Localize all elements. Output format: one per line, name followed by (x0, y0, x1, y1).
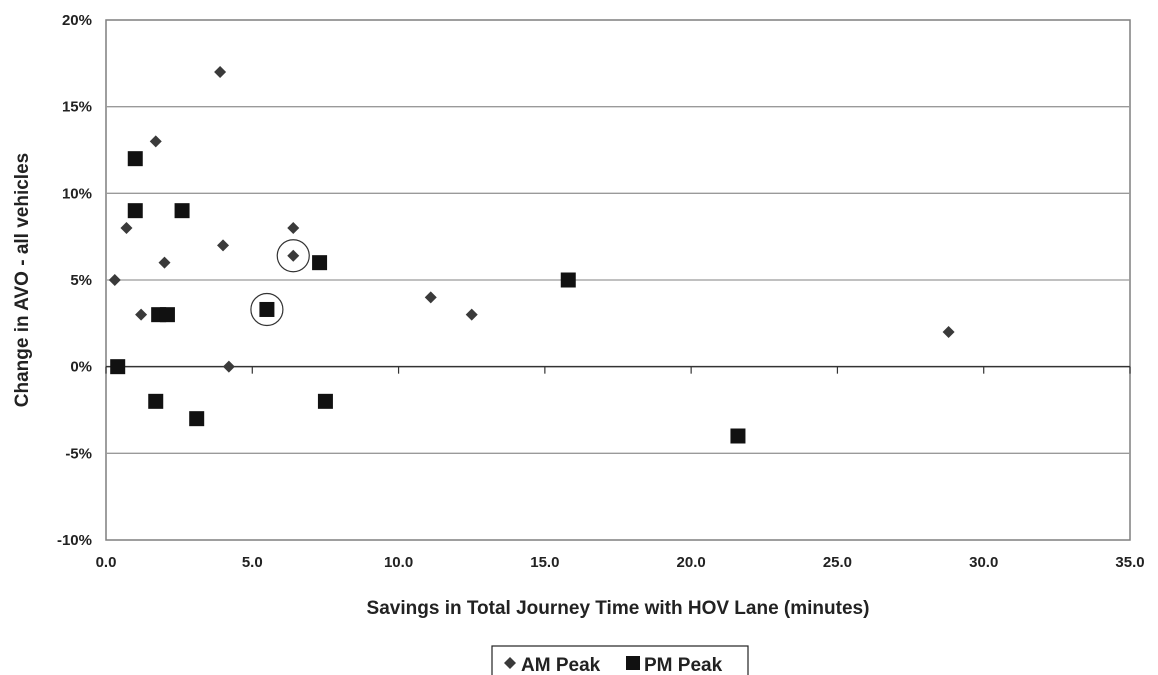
am-peak-point (120, 222, 133, 234)
y-tick-label: 15% (62, 99, 92, 116)
am-peak-point (217, 239, 230, 252)
highlight-circle (276, 239, 310, 273)
legend-box (491, 645, 749, 675)
pm-peak-point (148, 393, 164, 409)
pm-peak-point (730, 428, 746, 444)
pm-peak-point (189, 411, 205, 427)
y-tick-label: 5% (70, 272, 92, 289)
am-peak-point (158, 256, 171, 269)
legend-pm-peak-label: PM Peak (644, 655, 723, 675)
legend-pm-peak-marker (626, 656, 640, 670)
y-tick-label: 20% (62, 12, 92, 29)
data-points (108, 66, 955, 444)
pm-peak-point (159, 307, 175, 323)
am-peak-point (135, 308, 148, 321)
y-axis-title: Change in AVO - all vehicles (12, 153, 33, 407)
x-axis-title: Savings in Total Journey Time with HOV L… (367, 598, 870, 619)
x-tick-label: 15.0 (530, 554, 559, 571)
pm-peak-point (317, 393, 333, 409)
legend-am-peak-label: AM Peak (521, 655, 601, 675)
pm-peak-point (259, 301, 275, 317)
y-tick-label: 10% (62, 185, 92, 202)
legend: AM Peak PM Peak (491, 645, 749, 675)
y-axis-tick-labels: -10% -5% 0% 5% 10% 15% 20% (57, 12, 92, 549)
y-tick-label: -5% (65, 445, 92, 462)
x-tick-label: 10.0 (384, 554, 413, 571)
gridlines (106, 106, 1130, 454)
x-tick-label: 0.0 (96, 554, 117, 571)
am-peak-point (424, 291, 437, 304)
pm-peak-point (110, 359, 126, 375)
am-peak-point (942, 326, 955, 338)
x-tick-label: 35.0 (1115, 554, 1144, 571)
am-peak-point (149, 135, 162, 148)
am-peak-point (287, 222, 300, 234)
am-peak-point (214, 66, 227, 78)
am-peak-point (465, 308, 478, 321)
x-axis-line (105, 365, 1131, 374)
highlight-circle (250, 292, 284, 327)
y-tick-label: -10% (57, 532, 92, 549)
y-tick-label: 0% (70, 359, 92, 376)
pm-peak-point (127, 203, 143, 219)
am-peak-point (108, 274, 121, 286)
am-peak-point (287, 249, 300, 262)
x-tick-label: 20.0 (677, 554, 706, 571)
am-peak-point (222, 360, 235, 373)
x-tick-label: 30.0 (969, 554, 998, 571)
pm-peak-point (312, 255, 328, 271)
legend-am-peak-marker (504, 657, 516, 669)
x-tick-label: 5.0 (242, 554, 263, 571)
pm-peak-point (127, 151, 143, 167)
pm-peak-point (560, 272, 576, 288)
pm-peak-point (174, 203, 190, 219)
x-tick-label: 25.0 (823, 554, 852, 571)
x-axis-tick-labels: 0.0 5.0 10.0 15.0 20.0 25.0 30.0 35.0 (96, 554, 1145, 571)
